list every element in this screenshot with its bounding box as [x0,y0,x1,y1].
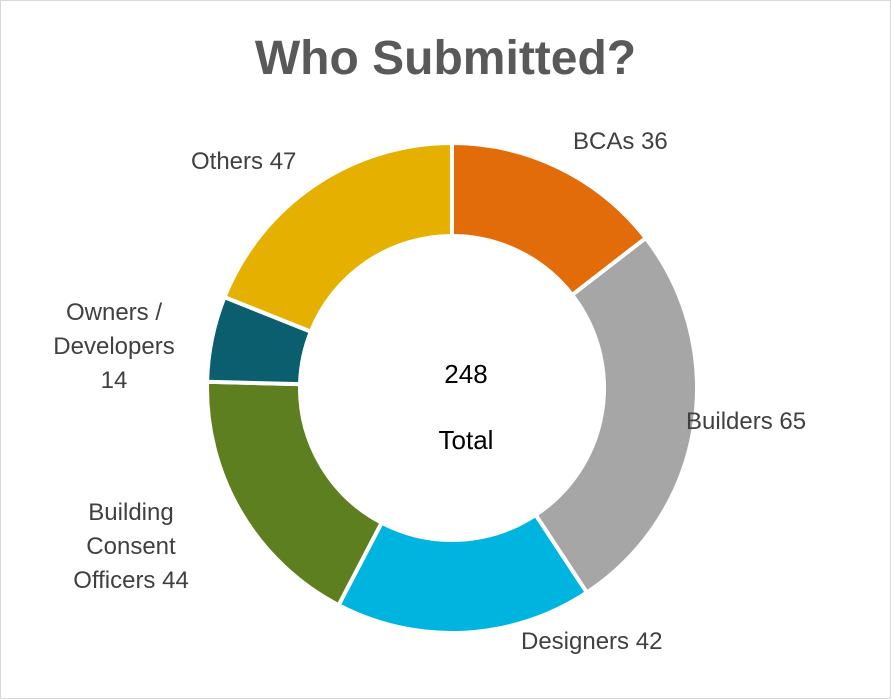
data-label-builders: Builders 65 [686,408,807,435]
center-total-label: Total [438,425,494,455]
donut-slice-others [221,140,454,335]
chart-title: Who Submitted? [254,32,637,85]
data-label-bcas: BCAs 36 [573,128,668,155]
data-label-others: Others 47 [191,148,297,175]
donut-slice-building-consent-officers [205,379,385,608]
center-total-value: 248 [444,359,488,389]
donut-slice-builders [532,235,699,596]
data-label-owners-developers: Owners / Developers 14 [53,299,175,394]
data-label-designers: Designers 42 [521,628,663,655]
data-label-building-consent-officers: Building Consent Officers 44 [73,499,189,594]
